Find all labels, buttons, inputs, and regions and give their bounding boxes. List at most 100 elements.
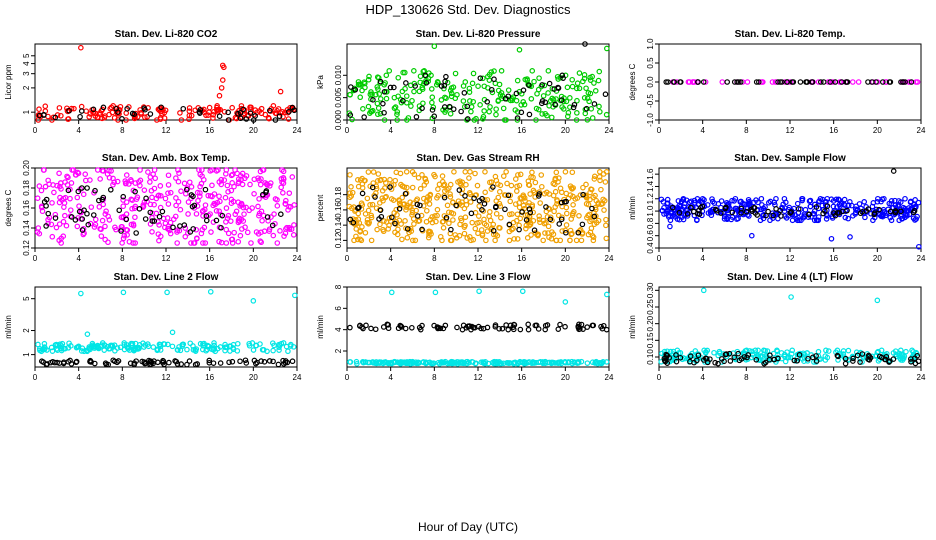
data-point: [404, 234, 411, 241]
data-point: [805, 355, 811, 362]
x-tick-label: 12: [474, 373, 483, 382]
data-point: [102, 113, 108, 119]
data-point: [446, 220, 452, 227]
data-point: [367, 202, 373, 208]
data-point: [493, 111, 499, 118]
data-point: [183, 186, 190, 193]
data-point: [549, 360, 556, 366]
data-point: [353, 220, 360, 227]
data-point: [536, 216, 543, 223]
data-point: [274, 240, 281, 246]
data-point: [132, 180, 139, 186]
data-point: [276, 113, 283, 120]
x-tick-label: 24: [605, 126, 614, 135]
data-point: [578, 237, 585, 244]
data-point: [550, 97, 557, 103]
data-point: [540, 359, 546, 366]
data-point: [347, 84, 354, 90]
data-point: [694, 357, 700, 364]
data-point: [514, 77, 521, 84]
data-point: [483, 237, 489, 244]
data-point: [96, 197, 102, 204]
data-point: [350, 219, 357, 226]
data-point: [387, 176, 393, 183]
data-point: [379, 187, 386, 194]
data-point: [256, 212, 262, 219]
data-point: [77, 113, 83, 120]
data-point: [425, 75, 432, 82]
data-point: [258, 176, 264, 182]
data-point: [217, 198, 223, 205]
data-point: [117, 344, 124, 351]
data-point: [471, 117, 478, 123]
data-point: [410, 359, 417, 366]
y-tick-label: 1: [22, 109, 31, 114]
data-point: [412, 83, 418, 89]
data-point: [551, 208, 557, 215]
y-tick-label: 0.15: [646, 332, 655, 348]
data-point: [515, 172, 521, 178]
y-tick-label: 2: [22, 328, 31, 333]
data-point: [169, 343, 176, 350]
y-axis-label: ml/min: [628, 196, 637, 220]
data-point: [194, 189, 201, 196]
data-point: [78, 103, 85, 110]
data-point: [438, 97, 445, 103]
data-point: [68, 214, 75, 220]
data-point: [681, 212, 687, 218]
y-tick-label: 0.005: [334, 87, 343, 108]
data-point: [128, 177, 134, 183]
data-point: [383, 193, 389, 200]
data-point: [588, 106, 595, 112]
data-point: [44, 361, 50, 367]
data-point: [49, 200, 55, 206]
data-point: [182, 233, 189, 240]
data-point: [221, 64, 227, 71]
data-point: [278, 184, 284, 191]
data-point: [374, 100, 381, 107]
data-point: [79, 185, 85, 191]
data-point: [589, 115, 596, 121]
data-point: [468, 210, 475, 217]
data-point: [513, 188, 520, 194]
data-point: [505, 93, 512, 100]
data-point: [199, 167, 205, 173]
data-point: [129, 110, 136, 117]
data-point: [253, 229, 260, 235]
y-tick-label: -1.0: [646, 113, 655, 127]
data-point: [202, 206, 208, 213]
data-point: [602, 91, 609, 98]
data-point: [492, 237, 498, 244]
data-point: [223, 205, 230, 211]
data-point: [595, 77, 602, 84]
data-point: [381, 89, 388, 95]
data-point: [562, 227, 569, 234]
x-tick-label: 16: [829, 254, 838, 263]
data-point: [516, 200, 522, 206]
series-1: [35, 44, 297, 123]
data-point: [149, 229, 155, 235]
data-point: [214, 103, 220, 109]
data-point: [160, 357, 166, 364]
data-point: [359, 181, 366, 187]
data-point: [375, 360, 382, 366]
data-point: [429, 99, 435, 106]
data-point: [516, 226, 522, 233]
data-point: [762, 347, 768, 354]
x-tick-label: 8: [120, 373, 125, 382]
data-point: [132, 203, 139, 210]
data-point: [256, 196, 262, 202]
data-point: [272, 117, 279, 123]
data-point: [778, 350, 785, 356]
data-point: [899, 215, 906, 222]
data-point: [225, 117, 232, 123]
x-tick-label: 0: [345, 373, 350, 382]
data-point: [402, 190, 409, 197]
data-point: [75, 170, 82, 177]
data-point: [539, 82, 545, 88]
data-point: [524, 235, 531, 241]
data-point: [799, 195, 806, 202]
y-tick-label: 0.4: [646, 242, 655, 254]
data-point: [186, 116, 192, 123]
